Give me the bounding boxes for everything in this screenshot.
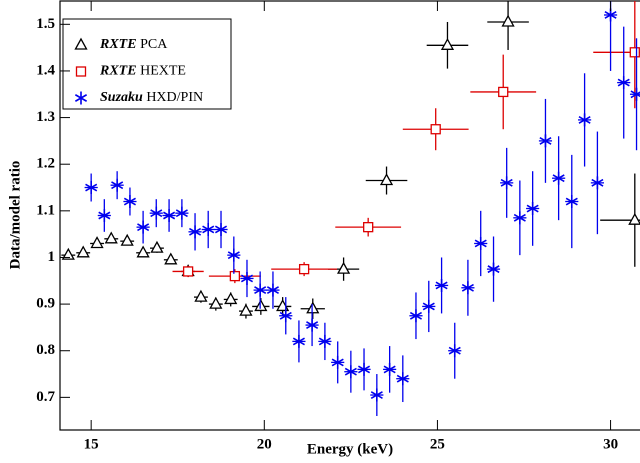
point <box>189 225 202 239</box>
point <box>279 309 292 323</box>
point <box>76 245 90 258</box>
point <box>331 355 344 369</box>
point <box>430 124 441 135</box>
point <box>298 263 310 275</box>
point <box>150 240 164 253</box>
point <box>292 334 305 348</box>
point <box>214 222 228 236</box>
plot-frame <box>59 0 640 431</box>
point <box>552 171 565 185</box>
point <box>630 87 640 101</box>
x-tick-label: 20 <box>257 436 272 452</box>
point <box>163 209 176 222</box>
point <box>383 362 396 376</box>
point <box>85 181 98 195</box>
point <box>435 278 448 292</box>
point <box>164 252 178 265</box>
point <box>120 233 134 246</box>
point <box>111 178 124 192</box>
point <box>448 344 461 358</box>
point <box>266 283 279 297</box>
point <box>150 206 163 220</box>
point <box>61 247 75 260</box>
point <box>487 262 500 276</box>
point <box>591 176 604 190</box>
x-axis-label: Energy (keV) <box>307 441 393 457</box>
point <box>224 292 238 305</box>
y-tick-label: 0.9 <box>36 296 55 312</box>
point <box>74 91 88 105</box>
y-tick-label: 1.2 <box>36 156 55 172</box>
point <box>440 37 455 50</box>
point <box>370 388 383 402</box>
point <box>90 236 104 249</box>
point <box>501 14 515 27</box>
point <box>276 299 290 312</box>
point <box>229 270 241 282</box>
y-axis-label: Data/model ratio <box>7 161 23 270</box>
legend: RXTE PCA RXTE HEXTE Suzaku HXD/PIN <box>62 18 232 110</box>
point <box>306 318 319 332</box>
point <box>104 231 118 244</box>
point <box>202 222 215 236</box>
point <box>74 37 88 50</box>
point <box>629 47 640 58</box>
point <box>336 261 351 274</box>
point <box>137 220 150 234</box>
data-layer <box>61 1 640 417</box>
point <box>175 206 188 220</box>
point <box>396 372 409 386</box>
y-tick-label: 1 <box>48 249 56 265</box>
point <box>209 296 223 309</box>
legend-frame <box>62 18 232 110</box>
point <box>474 236 487 250</box>
point <box>617 76 630 90</box>
y-tick-label: 0.7 <box>36 389 55 405</box>
point <box>240 271 254 285</box>
point <box>98 209 111 222</box>
y-tick-label: 0.8 <box>36 342 55 358</box>
point <box>123 195 136 209</box>
y-tick-label: 1.1 <box>36 202 55 218</box>
y-tick-label: 1.5 <box>36 16 55 32</box>
x-tick-label: 15 <box>84 436 99 452</box>
point <box>539 134 552 148</box>
legend-label: Suzaku HXD/PIN <box>100 90 203 105</box>
point <box>306 301 320 314</box>
point <box>227 248 240 262</box>
legend-label: RXTE PCA <box>99 37 168 52</box>
point <box>526 202 539 216</box>
point <box>363 222 374 233</box>
point <box>136 245 150 258</box>
point <box>565 195 578 209</box>
legend-label: RXTE HEXTE <box>99 64 186 79</box>
point <box>500 176 513 190</box>
x-tick-label: 25 <box>430 436 445 452</box>
point <box>182 266 194 277</box>
point <box>254 283 267 297</box>
point <box>239 303 253 316</box>
point <box>344 365 357 379</box>
point <box>75 66 87 77</box>
point <box>578 113 591 127</box>
point <box>194 289 208 302</box>
point <box>513 211 526 225</box>
y-tick-label: 1.4 <box>36 62 55 78</box>
point <box>318 334 331 348</box>
point <box>409 309 422 323</box>
point <box>422 299 435 313</box>
y-tick-label: 1.3 <box>36 109 55 125</box>
point <box>498 86 509 98</box>
x-tick-label: 30 <box>603 436 618 452</box>
point <box>628 212 640 225</box>
point <box>357 362 371 376</box>
point <box>461 281 474 295</box>
point <box>254 299 268 312</box>
point <box>379 173 394 186</box>
